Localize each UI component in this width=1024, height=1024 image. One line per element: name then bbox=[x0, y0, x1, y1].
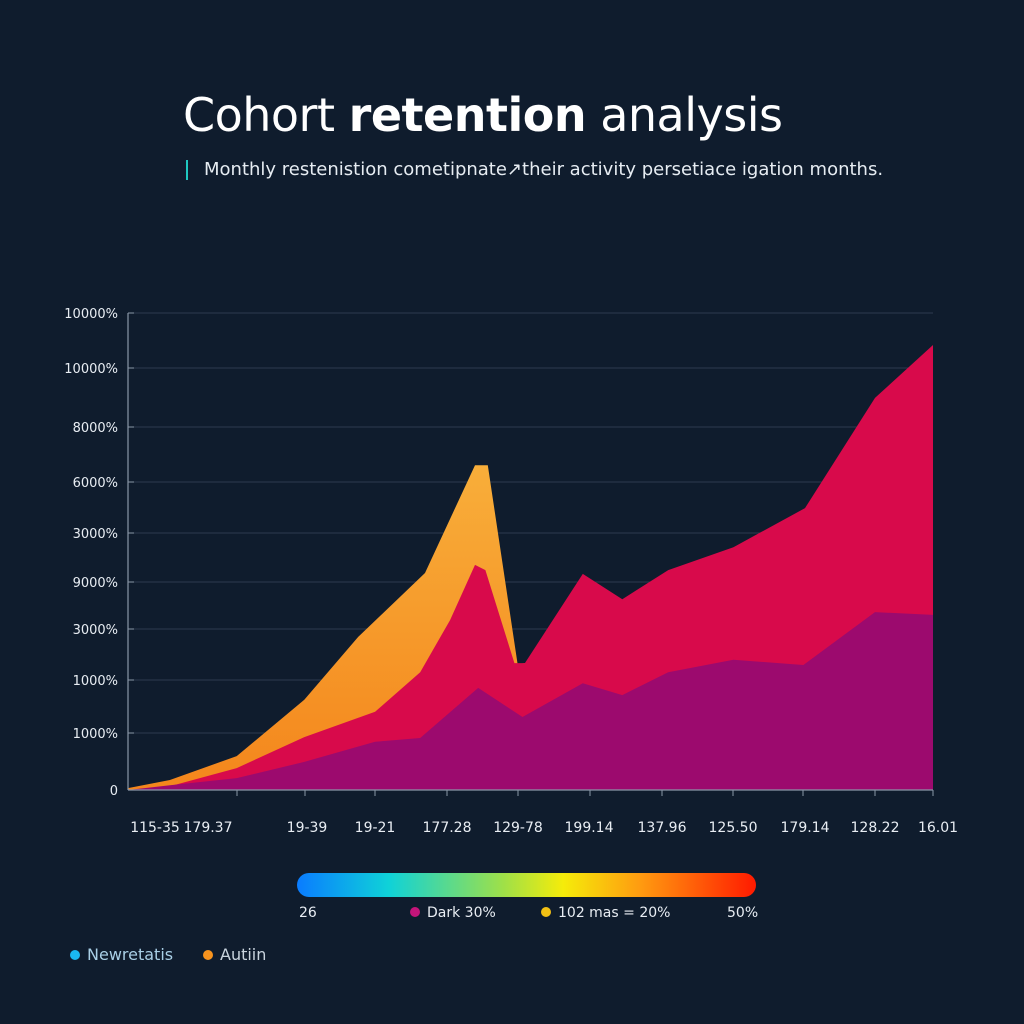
x-tick-label: 19-21 bbox=[355, 820, 396, 836]
area-series-newretatis bbox=[128, 612, 933, 790]
y-tick-label: 1000% bbox=[73, 674, 118, 689]
x-tick-label: 129-78 bbox=[493, 820, 543, 836]
x-tick-label: 137.96 bbox=[638, 820, 687, 836]
colorbar-min-label: 26 bbox=[299, 905, 317, 921]
x-tick-label: 128.22 bbox=[851, 820, 900, 836]
y-tick-label: 3000% bbox=[73, 527, 118, 542]
legend-item-newretatis[interactable]: Newretatis bbox=[70, 945, 173, 964]
color-scale-bar bbox=[297, 873, 756, 897]
legend-dot bbox=[203, 950, 213, 960]
y-tick-label: 3000% bbox=[73, 623, 118, 638]
x-tick-label: 16.01 bbox=[918, 820, 958, 836]
x-tick-label: 19-39 bbox=[287, 820, 328, 836]
y-tick-label: 10000% bbox=[64, 362, 118, 377]
colorbar-max-label: 50% bbox=[727, 905, 759, 921]
legend-dot bbox=[70, 950, 80, 960]
y-tick-label: 6000% bbox=[73, 476, 118, 491]
x-tick-label: 115-35 bbox=[130, 820, 180, 836]
chart-title: Cohort retention analysis bbox=[183, 88, 783, 142]
y-tick-label: 8000% bbox=[73, 421, 118, 436]
x-tick-label: 177.28 bbox=[423, 820, 472, 836]
colorbar-label-dark: Dark 30% bbox=[410, 905, 496, 921]
chart-subtitle: Monthly restenistion cometipnate↗their a… bbox=[186, 160, 883, 180]
legend-dot bbox=[541, 907, 551, 917]
x-tick-label: 179.37 bbox=[184, 820, 233, 836]
y-tick-label: 10000% bbox=[64, 307, 118, 322]
colorbar-label-mas: 102 mas = 20% bbox=[541, 905, 670, 921]
y-tick-label: 1000% bbox=[73, 727, 118, 742]
x-tick-label: 179.14 bbox=[781, 820, 830, 836]
x-tick-label: 199.14 bbox=[565, 820, 614, 836]
legend-dot bbox=[410, 907, 420, 917]
y-tick-label: 9000% bbox=[73, 576, 118, 591]
y-tick-label: 0 bbox=[110, 784, 118, 799]
legend-item-autiin[interactable]: Autiin bbox=[203, 945, 266, 964]
x-tick-label: 125.50 bbox=[709, 820, 758, 836]
